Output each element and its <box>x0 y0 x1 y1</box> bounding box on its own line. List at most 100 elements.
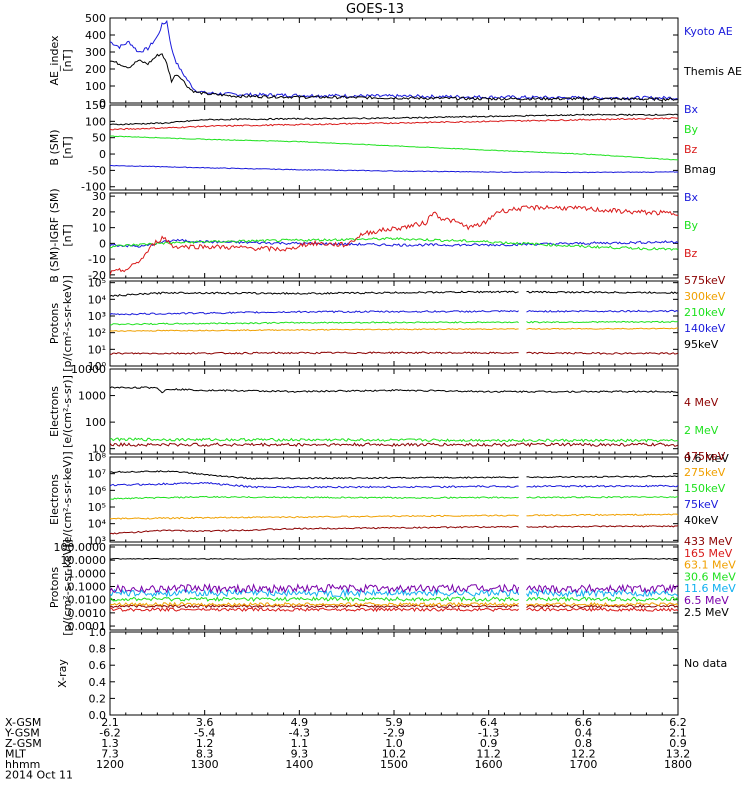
legend-entry: 300keV <box>684 290 726 303</box>
series-line <box>110 513 678 520</box>
y-tick-label: -100 <box>81 181 106 194</box>
series-line <box>110 470 678 480</box>
y-axis-label: [e/(cm²-s-sr)] <box>61 375 74 448</box>
ephem-value: 1700 <box>569 758 597 771</box>
series-line <box>110 386 678 394</box>
y-tick-label: 10.0000 <box>61 554 107 567</box>
ephem-value: 0.4 <box>575 727 593 740</box>
legend-entry: 4 MeV <box>684 396 719 409</box>
y-tick-label: 50 <box>92 132 106 145</box>
y-tick-label: 10⁴ <box>88 518 107 531</box>
series-line <box>110 204 678 275</box>
ephem-value: 1.0 <box>385 737 403 750</box>
series-line <box>110 351 678 355</box>
y-tick-label: 300 <box>85 46 106 59</box>
series-line <box>110 442 678 448</box>
legend-entry: 95keV <box>684 338 719 351</box>
series-line <box>110 320 678 326</box>
y-axis-label: Protons <box>48 303 61 344</box>
ephem-value: 1.1 <box>291 737 309 750</box>
y-tick-label: 0.0100 <box>68 594 107 607</box>
y-axis-label: Electrons <box>48 474 61 525</box>
y-tick-label: -10 <box>88 253 106 266</box>
legend-entry: Bmag <box>684 163 716 176</box>
y-axis-label: B (SM)-IGRF (SM) <box>48 188 61 282</box>
y-tick-label: 10⁵ <box>88 277 106 290</box>
series-line <box>110 557 678 560</box>
ephem-value: 10.2 <box>382 748 407 761</box>
y-tick-label: 10⁴ <box>88 293 107 306</box>
y-tick-label: 30 <box>92 190 106 203</box>
ephem-value: 0.9 <box>480 737 498 750</box>
y-tick-label: 0.0001 <box>68 620 107 633</box>
legend-entry: 6.5 MeV <box>684 594 729 607</box>
ephem-value: 6.4 <box>480 716 498 729</box>
ephem-value: 6.6 <box>575 716 593 729</box>
no-data-label: No data <box>684 657 727 670</box>
y-tick-label: 1.0000 <box>68 567 107 580</box>
ephem-value: 5.9 <box>385 716 403 729</box>
ephem-value: -4.3 <box>289 727 310 740</box>
ephem-value: 0.8 <box>575 737 593 750</box>
y-tick-label: 10 <box>92 222 106 235</box>
legend-entry: Bx <box>684 103 699 116</box>
y-tick-label: 10000 <box>71 363 106 376</box>
y-tick-label: 500 <box>85 12 106 25</box>
ephem-value: 1300 <box>191 758 219 771</box>
legend-entry: Bz <box>684 143 698 156</box>
y-tick-label: 10⁸ <box>88 451 107 464</box>
ephem-value: 1200 <box>96 758 124 771</box>
y-tick-label: 100 <box>85 80 106 93</box>
y-tick-label: 10⁰ <box>88 360 107 373</box>
ephem-value: 6.2 <box>669 716 687 729</box>
y-tick-label: 1.0 <box>89 626 107 639</box>
ephem-row-label: MLT <box>5 748 26 761</box>
legend-entry: Kyoto AE <box>684 25 733 38</box>
y-axis-label: X-ray <box>56 659 69 688</box>
ephem-value: -2.9 <box>383 727 404 740</box>
legend-entry: 165 MeV <box>684 547 733 560</box>
ephem-row-label: Y-GSM <box>4 727 40 740</box>
panel-5: 10³ 10⁴ 10⁵ 10⁶ 10⁷ 10⁸ Electrons [e/(cm²-s-sr-… <box>48 450 726 548</box>
series-line <box>110 113 678 126</box>
y-tick-label: 0.8 <box>89 643 107 656</box>
y-tick-label: 10⁶ <box>88 484 107 497</box>
series-line <box>110 495 678 500</box>
legend-entry: 11.6 MeV <box>684 582 736 595</box>
y-tick-label: 0.6 <box>89 659 107 672</box>
legend-entry: 210keV <box>684 306 726 319</box>
series-line <box>110 53 678 102</box>
panel-0: 0 100 200 300 400 500 AE_index [nT] Kyoto AE Them… <box>48 12 742 110</box>
y-axis-label: B (SM) <box>48 129 61 165</box>
ephem-value: 7.3 <box>101 748 119 761</box>
y-tick-label: 10³ <box>88 534 106 547</box>
y-axis-label: Protons <box>48 567 61 608</box>
series-line <box>110 135 678 161</box>
legend-entry: 40keV <box>684 514 719 527</box>
y-tick-label: 10¹ <box>88 343 106 356</box>
ephem-value: 8.3 <box>196 748 214 761</box>
panel-2: -20 -10 0 10 20 30 B (SM)-IGRF (SM) [nT] Bx By Bz <box>48 188 699 282</box>
series-line <box>110 19 678 101</box>
y-tick-label: 10² <box>88 327 106 340</box>
legend-entry: 575keV <box>684 274 726 287</box>
y-axis-label: Electrons <box>48 386 61 437</box>
ephem-row-label: X-GSM <box>5 716 41 729</box>
ephem-value: 1500 <box>380 758 408 771</box>
ephem-value: 13.2 <box>666 748 691 761</box>
y-tick-label: 200 <box>85 63 106 76</box>
ephem-value: -6.2 <box>99 727 120 740</box>
legend-entry: Bz <box>684 247 698 260</box>
panel-4: 10 100 1000 10000 Electrons [e/(cm²-s-sr)] 4 M… <box>48 363 729 465</box>
legend-entry: By <box>684 123 699 136</box>
ephem-value: -5.4 <box>194 727 215 740</box>
series-line <box>110 309 678 316</box>
y-tick-label: 10 <box>92 443 106 456</box>
ephem-value: 1400 <box>285 758 313 771</box>
ephem-value: 1600 <box>475 758 503 771</box>
legend-entry: 75keV <box>684 498 719 511</box>
legend-entry: 2.5 MeV <box>684 606 729 619</box>
y-tick-label: 0.0010 <box>68 607 107 620</box>
ephem-value: 2.1 <box>101 716 119 729</box>
